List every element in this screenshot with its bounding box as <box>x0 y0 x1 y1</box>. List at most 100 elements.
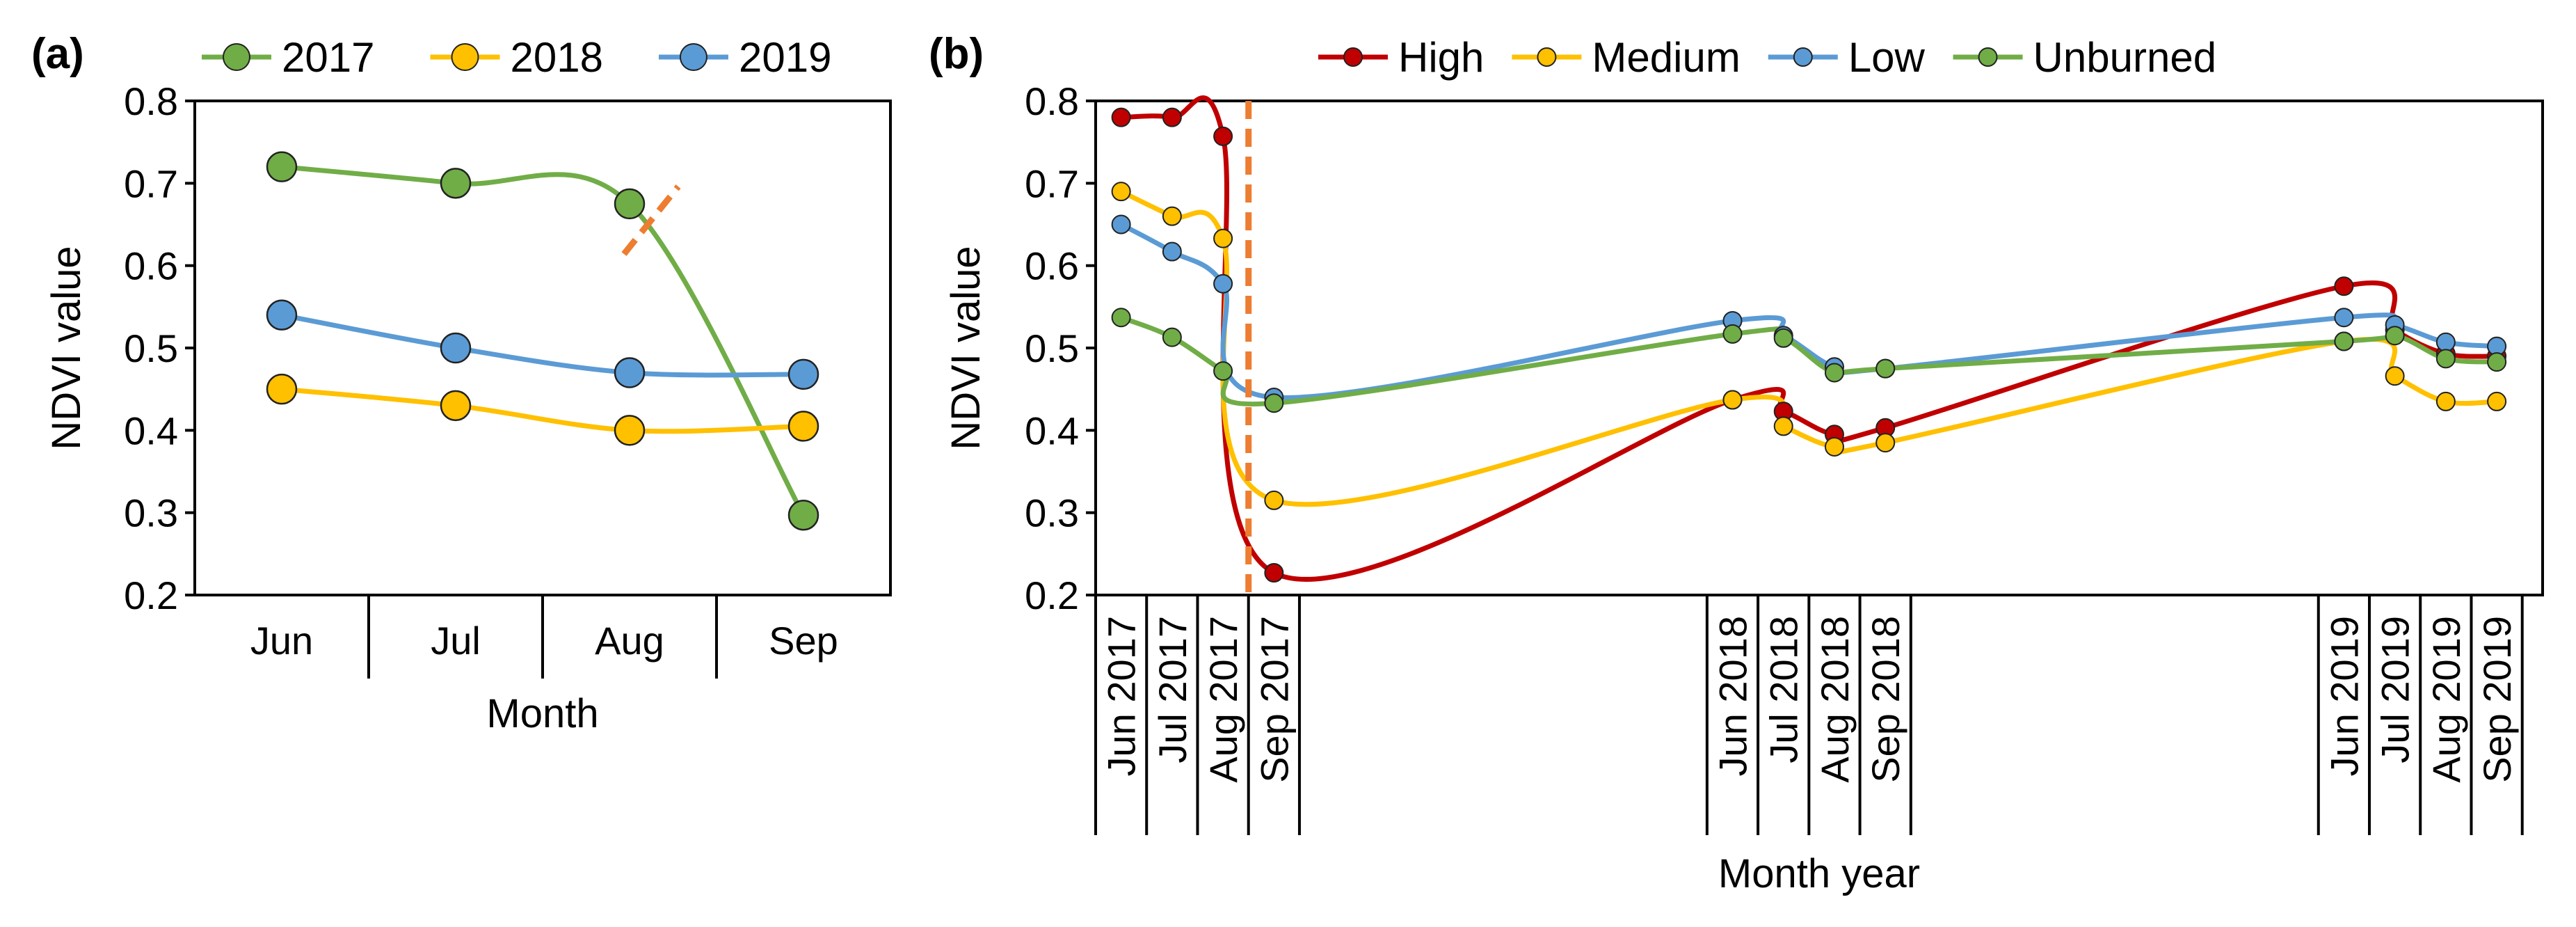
x-axis-title-a: Month <box>486 691 598 736</box>
y-tick-label-b: 0.8 <box>1025 79 1079 123</box>
legend-marker-Low <box>1793 47 1813 67</box>
y-tick-label-a: 0.5 <box>124 326 178 370</box>
y-tick-label-b: 0.4 <box>1025 409 1079 452</box>
data-point-Medium-Sep-2018 <box>1875 433 1896 453</box>
x-tick-label-Jul-2017: Jul 2017 <box>1151 616 1194 763</box>
legend-label-High: High <box>1398 34 1484 81</box>
plot-area-frame-b <box>1094 100 2544 596</box>
x-tick-label-Aug-2019: Aug 2019 <box>2424 616 2468 783</box>
y-tick-label-a: 0.8 <box>124 79 178 123</box>
y-tick-label-b: 0.2 <box>1025 573 1079 617</box>
legend-marker-2019 <box>679 43 707 71</box>
data-point-2019-Aug <box>614 357 646 388</box>
data-point-Unburned-Jun-2019 <box>2334 331 2354 351</box>
legend-marker-2017 <box>223 43 250 71</box>
series-line-2018 <box>281 386 804 434</box>
data-point-2018-Sep <box>787 411 819 442</box>
y-tick-label-b: 0.7 <box>1025 161 1079 205</box>
x-tick-label-Jun-2019: Jun 2019 <box>2322 616 2366 776</box>
y-tick-label-a: 0.4 <box>124 409 178 452</box>
series-line-2019 <box>281 312 804 378</box>
legend-label-Medium: Medium <box>1592 34 1740 81</box>
data-point-Medium-Sep-2019 <box>2487 391 2507 411</box>
x-tick-label-Aug: Aug <box>595 619 664 663</box>
y-tick-label-a: 0.7 <box>124 161 178 205</box>
x-tick-label-Aug-2017: Aug 2017 <box>1201 616 1245 783</box>
data-point-2019-Sep <box>787 358 819 390</box>
data-point-Medium-Sep-2017 <box>1264 490 1284 510</box>
data-point-Medium-Aug-2017 <box>1213 228 1233 248</box>
y-tick-label-b: 0.5 <box>1025 326 1079 370</box>
x-tick-label-Jul-2019: Jul 2019 <box>2374 616 2417 763</box>
x-axis-title-b: Month year <box>1718 851 1920 896</box>
data-point-Medium-Jul-2018 <box>1773 416 1793 436</box>
x-tick-label-Sep-2018: Sep 2018 <box>1864 616 1907 783</box>
data-point-Unburned-Jun-2017 <box>1111 308 1131 328</box>
data-point-Medium-Jul-2019 <box>2385 366 2405 386</box>
data-point-2017-Jun <box>266 151 298 182</box>
data-point-Medium-Jun-2017 <box>1111 182 1131 202</box>
series-line-Unburned <box>1120 315 2497 406</box>
data-point-2018-Jun <box>266 373 298 405</box>
series-line-Medium <box>1120 189 2497 507</box>
x-tick-label-Jun-2017: Jun 2017 <box>1100 616 1144 776</box>
y-tick-label-a: 0.2 <box>124 573 178 617</box>
series-line-High <box>1121 95 2497 582</box>
data-point-Low-Aug-2017 <box>1213 274 1233 294</box>
legend-marker-Medium <box>1537 47 1557 67</box>
legend-marker-High <box>1343 47 1363 67</box>
panel-a: 0.2 0.3 0.4 0.5 0.6 0.7 0.8 Jun Jul Aug Sep Month ND… <box>31 30 892 736</box>
data-point-Medium-Aug-2018 <box>1824 437 1844 457</box>
legend-label-2017: 2017 <box>282 34 374 81</box>
data-point-Low-Jun-2019 <box>2334 308 2354 328</box>
data-point-Unburned-Sep-2018 <box>1875 358 1896 379</box>
x-tick-label-Aug-2018: Aug 2018 <box>1813 616 1857 783</box>
x-tick-label-Jun: Jun <box>250 619 313 663</box>
data-point-High-Sep-2017 <box>1264 563 1284 583</box>
data-point-Unburned-Jul-2018 <box>1773 328 1793 348</box>
legend-marker-2018 <box>451 43 479 71</box>
y-axis-title-b: NDVI value <box>943 246 989 450</box>
fire-cutoff-marker-a <box>621 184 681 256</box>
legend-label-2019: 2019 <box>739 34 831 81</box>
y-tick-label-a: 0.3 <box>124 491 178 535</box>
data-point-Unburned-Jul-2017 <box>1162 327 1182 347</box>
x-tick-label-Jul: Jul <box>431 619 481 663</box>
legend-label-Low: Low <box>1848 34 1926 81</box>
legend-label-Unburned: Unburned <box>2033 34 2217 81</box>
data-point-2019-Jun <box>266 299 298 331</box>
x-tick-label-Jun-2018: Jun 2018 <box>1711 616 1754 776</box>
legend-label-2018: 2018 <box>510 34 602 81</box>
x-tick-label-Sep-2019: Sep 2019 <box>2475 616 2519 783</box>
data-point-2017-Jul <box>440 168 472 199</box>
data-point-Unburned-Aug-2019 <box>2435 349 2456 369</box>
data-point-Low-Jun-2017 <box>1111 214 1131 235</box>
data-point-Unburned-Jul-2019 <box>2385 326 2405 346</box>
data-point-Unburned-Sep-2019 <box>2487 352 2507 372</box>
x-tick-label-Sep: Sep <box>769 619 838 663</box>
data-point-Unburned-Sep-2017 <box>1264 393 1284 413</box>
y-tick-label-b: 0.6 <box>1025 244 1079 288</box>
data-point-High-Aug-2017 <box>1213 126 1233 146</box>
data-point-Medium-Jun-2018 <box>1722 390 1743 410</box>
y-axis-title-a: NDVI value <box>44 246 89 450</box>
x-tick-label-Sep-2017: Sep 2017 <box>1252 616 1296 783</box>
series-line-Low <box>1119 222 2497 401</box>
data-point-Low-Jul-2017 <box>1162 241 1182 262</box>
panel-label-a: (a) <box>31 30 84 78</box>
x-tick-label-Jul-2018: Jul 2018 <box>1762 616 1806 763</box>
data-point-Medium-Jul-2017 <box>1162 206 1182 226</box>
data-point-2018-Jul <box>440 390 472 422</box>
data-point-High-Jul-2017 <box>1162 107 1182 127</box>
data-point-2017-Aug <box>614 188 646 220</box>
data-point-Unburned-Aug-2018 <box>1824 363 1844 383</box>
data-point-2019-Jul <box>440 332 472 364</box>
legend-marker-Unburned <box>1978 47 1998 67</box>
data-point-High-Jun-2019 <box>2334 276 2354 296</box>
data-point-Unburned-Jun-2018 <box>1722 324 1743 344</box>
data-point-Low-Aug-2019 <box>2435 332 2456 352</box>
y-tick-label-b: 0.3 <box>1025 491 1079 535</box>
data-point-Medium-Aug-2019 <box>2435 391 2456 411</box>
